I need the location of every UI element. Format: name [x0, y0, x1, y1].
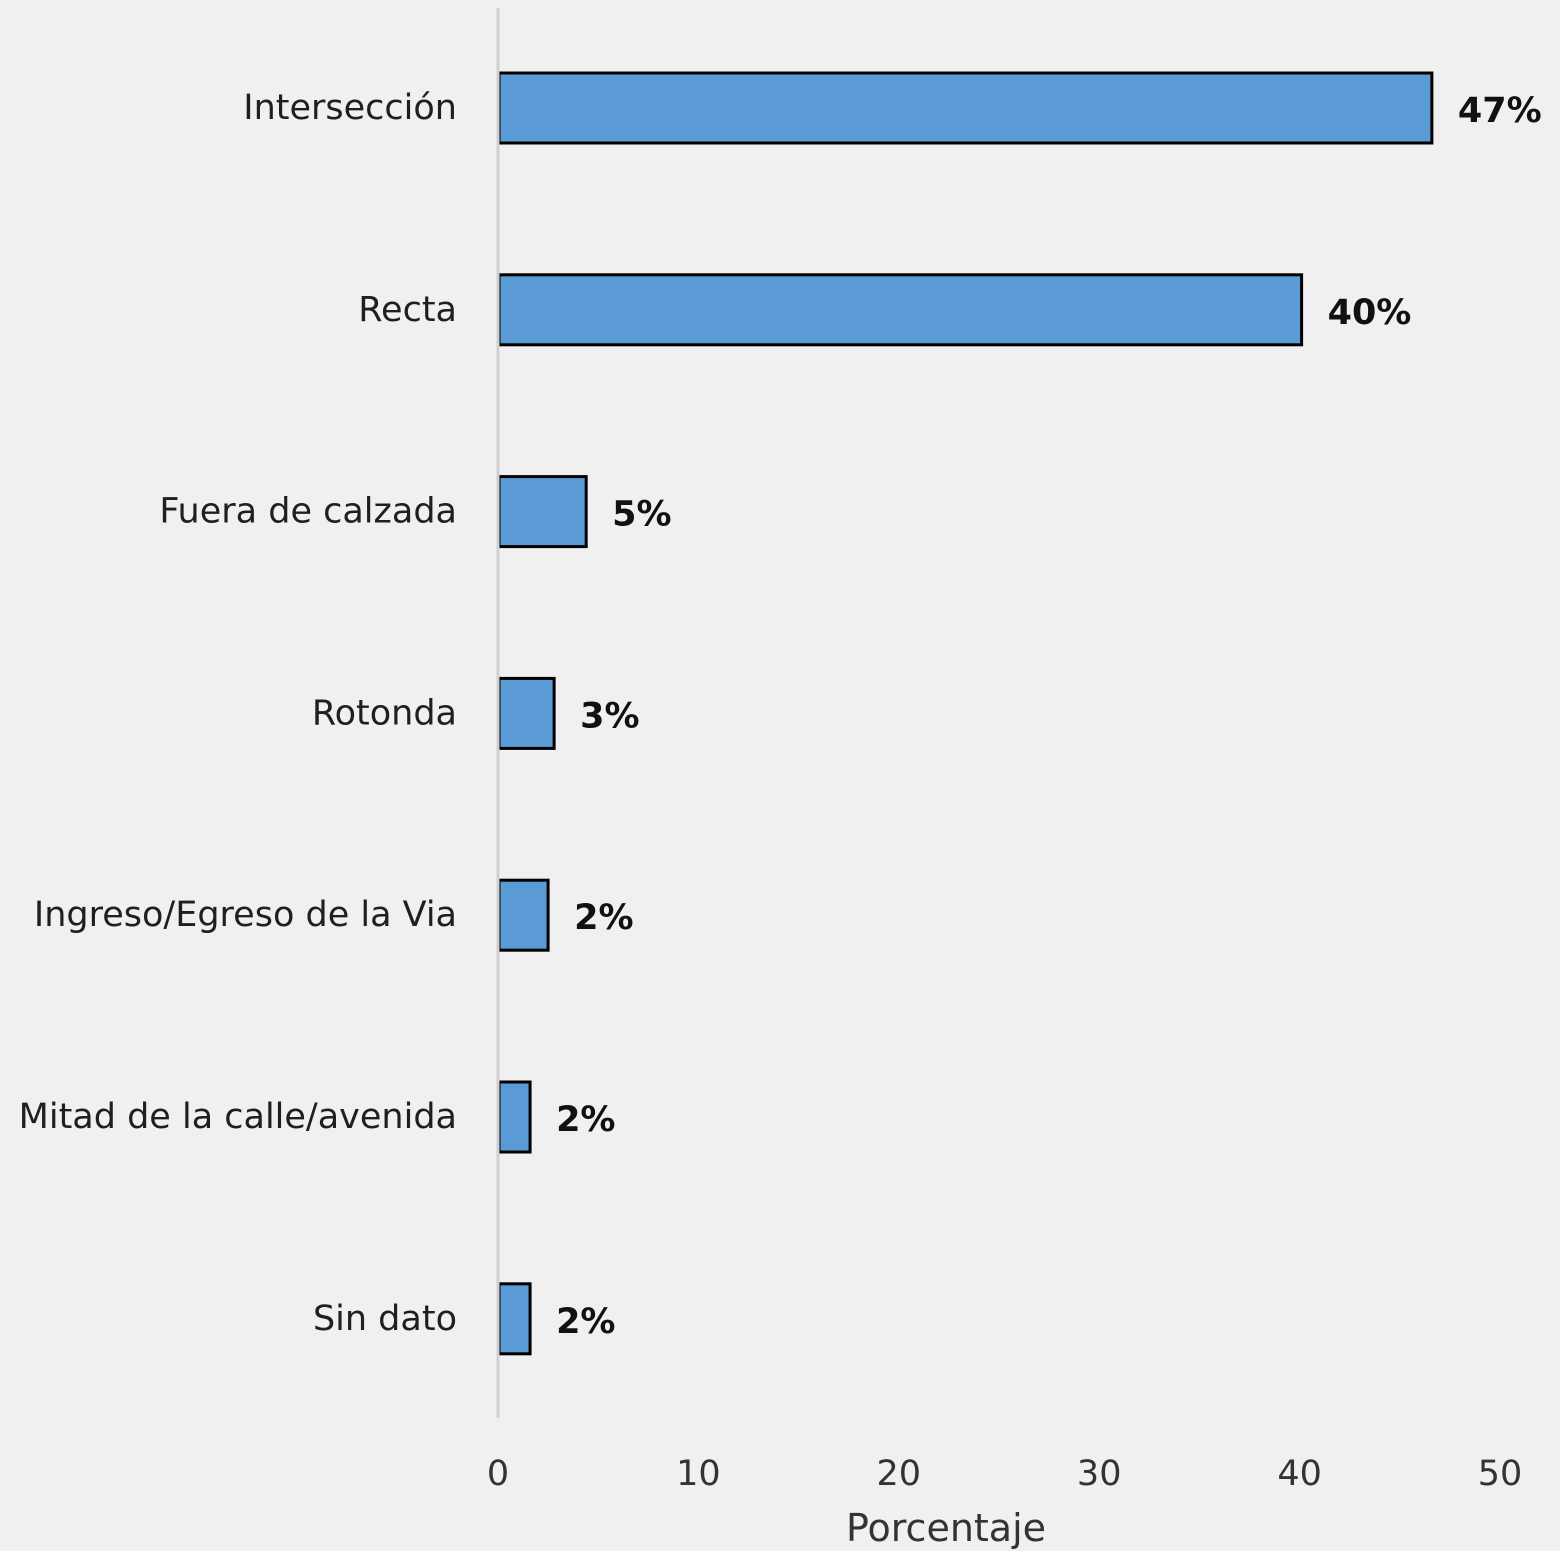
- bar-6: [497, 1282, 532, 1356]
- category-label: Rotonda: [312, 693, 457, 733]
- bar-0: [497, 71, 1434, 145]
- x-tick-label: 30: [1077, 1454, 1122, 1494]
- data-label: 3%: [580, 696, 639, 736]
- category-label: Sin dato: [313, 1299, 457, 1339]
- bar-1: [497, 273, 1304, 347]
- bar-3: [497, 676, 556, 750]
- x-tick-label: 50: [1478, 1454, 1523, 1494]
- bar-5: [497, 1080, 532, 1154]
- data-label: 2%: [556, 1302, 615, 1342]
- data-label: 47%: [1458, 91, 1542, 131]
- x-axis-ticks: 0 10 20 30 40 50: [487, 1454, 1522, 1494]
- category-label: Recta: [358, 290, 457, 330]
- data-label: 5%: [612, 495, 671, 535]
- data-label: 2%: [574, 898, 633, 938]
- category-label: Fuera de calzada: [159, 492, 457, 532]
- x-tick-label: 40: [1277, 1454, 1322, 1494]
- x-tick-label: 0: [487, 1454, 509, 1494]
- bars-group: [497, 71, 1434, 1356]
- bar-4: [497, 878, 550, 952]
- x-tick-label: 10: [676, 1454, 721, 1494]
- category-labels: Intersección Recta Fuera de calzada Rotonda…: [19, 88, 457, 1339]
- x-tick-label: 20: [877, 1454, 922, 1494]
- category-label: Ingreso/Egreso de la Via: [34, 895, 457, 935]
- data-label: 2%: [556, 1100, 615, 1140]
- bar-2: [497, 475, 588, 549]
- data-label: 40%: [1328, 293, 1412, 333]
- category-label: Intersección: [243, 88, 457, 128]
- category-label: Mitad de la calle/avenida: [19, 1097, 457, 1137]
- data-labels: 47% 40% 5% 3% 2% 2% 2%: [556, 91, 1542, 1342]
- x-axis-title: Porcentaje: [846, 1506, 1046, 1550]
